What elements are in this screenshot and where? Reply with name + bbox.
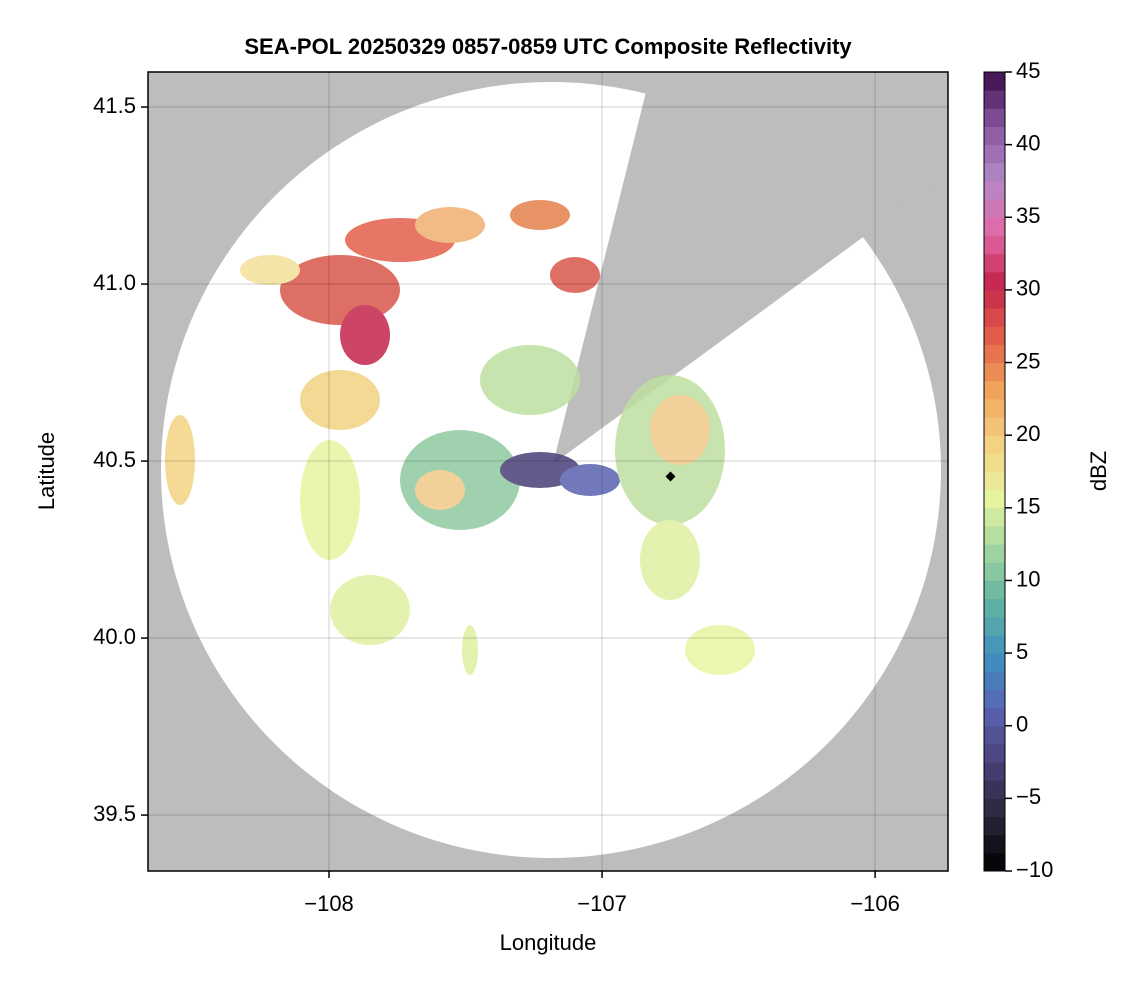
colorbar-tick-label: 15 bbox=[1016, 494, 1040, 519]
colorbar-band bbox=[984, 217, 1005, 236]
colorbar-tick-label: −10 bbox=[1016, 857, 1053, 882]
site-marker bbox=[665, 471, 676, 482]
colorbar-band bbox=[984, 489, 1005, 509]
x-axis-label: Longitude bbox=[500, 930, 597, 955]
colorbar-band bbox=[984, 471, 1005, 491]
colorbar-band bbox=[984, 798, 1005, 818]
colorbar-tick-label: 10 bbox=[1016, 566, 1040, 591]
colorbar-band bbox=[984, 562, 1005, 581]
colorbar-band bbox=[984, 653, 1005, 672]
colorbar-tick-label: 30 bbox=[1016, 276, 1040, 301]
chart-title: SEA-POL 20250329 0857-0859 UTC Composite… bbox=[244, 34, 852, 59]
colorbar-tick-label: 20 bbox=[1016, 421, 1040, 446]
colorbar-band bbox=[984, 616, 1005, 636]
colorbar-band bbox=[984, 326, 1005, 345]
colorbar-band bbox=[984, 126, 1005, 146]
colorbar-tick-label: 25 bbox=[1016, 348, 1040, 373]
colorbar-band bbox=[984, 689, 1005, 709]
echoes bbox=[165, 200, 755, 675]
y-tick-label: 40.5 bbox=[93, 447, 136, 472]
colorbar-band bbox=[984, 417, 1005, 436]
x-tick-label: −106 bbox=[850, 891, 900, 916]
colorbar-band bbox=[984, 780, 1005, 799]
colorbar-band bbox=[984, 852, 1005, 872]
colorbar-band bbox=[984, 834, 1005, 854]
y-tick-label: 41.5 bbox=[93, 93, 136, 118]
colorbar-band bbox=[984, 816, 1005, 836]
y-axis-label: Latitude bbox=[34, 432, 59, 510]
colorbar-band bbox=[984, 380, 1005, 400]
colorbar-band bbox=[984, 598, 1005, 618]
colorbar-band bbox=[984, 72, 1005, 91]
colorbar-band bbox=[984, 453, 1005, 472]
radar-field bbox=[161, 72, 948, 858]
colorbar-label: dBZ bbox=[1086, 451, 1111, 491]
colorbar-band bbox=[984, 398, 1005, 418]
colorbar-band bbox=[984, 707, 1005, 727]
colorbar-band bbox=[984, 344, 1005, 364]
colorbar-tick-label: 0 bbox=[1016, 712, 1028, 737]
colorbar-band bbox=[984, 144, 1005, 164]
plot-frame bbox=[147, 71, 949, 872]
colorbar-band bbox=[984, 180, 1005, 200]
x-tick-label: −107 bbox=[577, 891, 627, 916]
colorbar-band bbox=[984, 762, 1005, 781]
colorbar-tick-label: 40 bbox=[1016, 130, 1040, 155]
blocked-sector bbox=[553, 72, 948, 464]
colorbar-tick-label: −5 bbox=[1016, 784, 1041, 809]
colorbar-frame bbox=[983, 71, 1006, 872]
colorbar-band bbox=[984, 253, 1005, 273]
colorbar-tick-label: 45 bbox=[1016, 58, 1040, 83]
colorbar-band bbox=[984, 634, 1005, 654]
colorbar-band bbox=[984, 671, 1005, 690]
colorbar-band bbox=[984, 162, 1005, 182]
colorbar-band bbox=[984, 199, 1005, 218]
colorbar-band bbox=[984, 308, 1005, 327]
colorbar-band bbox=[984, 435, 1005, 454]
colorbar-band bbox=[984, 580, 1005, 600]
y-tick-label: 39.5 bbox=[93, 801, 136, 826]
colorbar-band bbox=[984, 108, 1005, 127]
colorbar-band bbox=[984, 544, 1005, 563]
x-tick-label: −108 bbox=[304, 891, 354, 916]
colorbar-band bbox=[984, 507, 1005, 527]
colorbar-tick-label: 5 bbox=[1016, 639, 1028, 664]
colorbar-band bbox=[984, 525, 1005, 545]
colorbar-tick-label: 35 bbox=[1016, 203, 1040, 228]
y-tick-label: 41.0 bbox=[93, 270, 136, 295]
colorbar-band bbox=[984, 743, 1005, 763]
colorbar-band bbox=[984, 235, 1005, 255]
colorbar-band bbox=[984, 362, 1005, 382]
colorbar-band bbox=[984, 289, 1005, 309]
colorbar-band bbox=[984, 90, 1005, 109]
colorbar-band bbox=[984, 271, 1005, 291]
colorbar-band bbox=[984, 725, 1005, 745]
y-tick-label: 40.0 bbox=[93, 624, 136, 649]
